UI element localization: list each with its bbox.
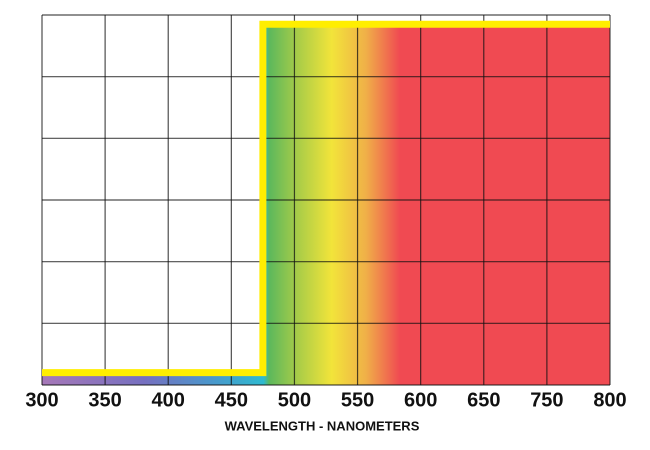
x-tick-label: 650 xyxy=(467,389,500,411)
x-tick-label: 400 xyxy=(152,389,185,411)
plot-area xyxy=(42,24,610,385)
x-tick-label: 500 xyxy=(278,389,311,411)
labels: WAVELENGTH - NANOMETERS 300 350 400 450 500 5… xyxy=(25,389,626,433)
grid xyxy=(41,14,611,386)
x-axis-label: WAVELENGTH - NANOMETERS xyxy=(225,418,420,433)
x-tick-label: 300 xyxy=(25,389,58,411)
transmission-line xyxy=(42,20,610,377)
x-tick-label: 350 xyxy=(88,389,121,411)
x-tick-label: 600 xyxy=(404,389,437,411)
x-tick-label: 450 xyxy=(215,389,248,411)
x-tick-label: 550 xyxy=(341,389,374,411)
spectrum-area xyxy=(42,24,610,385)
x-tick-label: 800 xyxy=(593,389,626,411)
lines xyxy=(42,20,610,377)
x-tick-label: 750 xyxy=(530,389,563,411)
